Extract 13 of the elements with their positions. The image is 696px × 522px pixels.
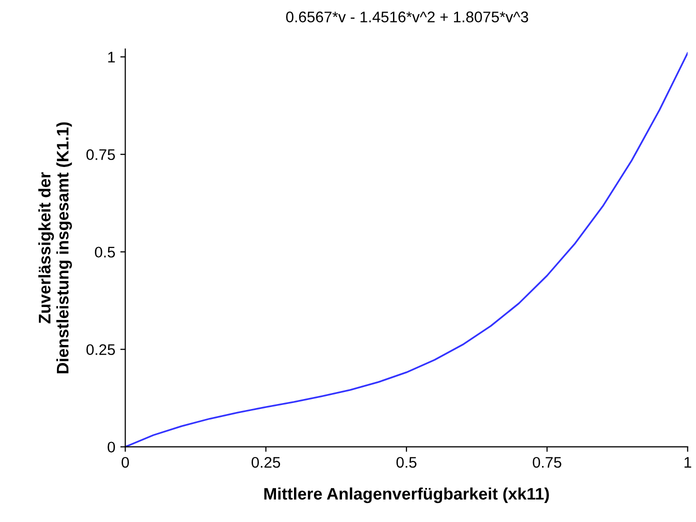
y-axis-title: Zuverlässigkeit der Dienstleistung insgesamt (K1.1) [38, 122, 72, 374]
y-tick-label: 0.75 [86, 149, 115, 160]
chart-title: 0.6567*v - 1.4516*v^2 + 1.8075*v^3 [286, 12, 528, 22]
x-tick-label: 0.5 [396, 456, 416, 468]
x-tick-label: 0.75 [532, 456, 562, 468]
y-tick-label: 0.5 [94, 246, 115, 258]
x-axis-title: Mittlere Anlagenverfügbarkeit (xk11) [264, 487, 549, 504]
y-tick-label: 1 [108, 52, 115, 62]
y-tick-label: 0 [108, 442, 115, 453]
x-tick-label: 0 [122, 456, 129, 468]
x-tick-label: 0.25 [252, 456, 280, 468]
y-tick-label: 0.25 [86, 344, 115, 356]
x-tick-label: 1 [684, 457, 692, 468]
